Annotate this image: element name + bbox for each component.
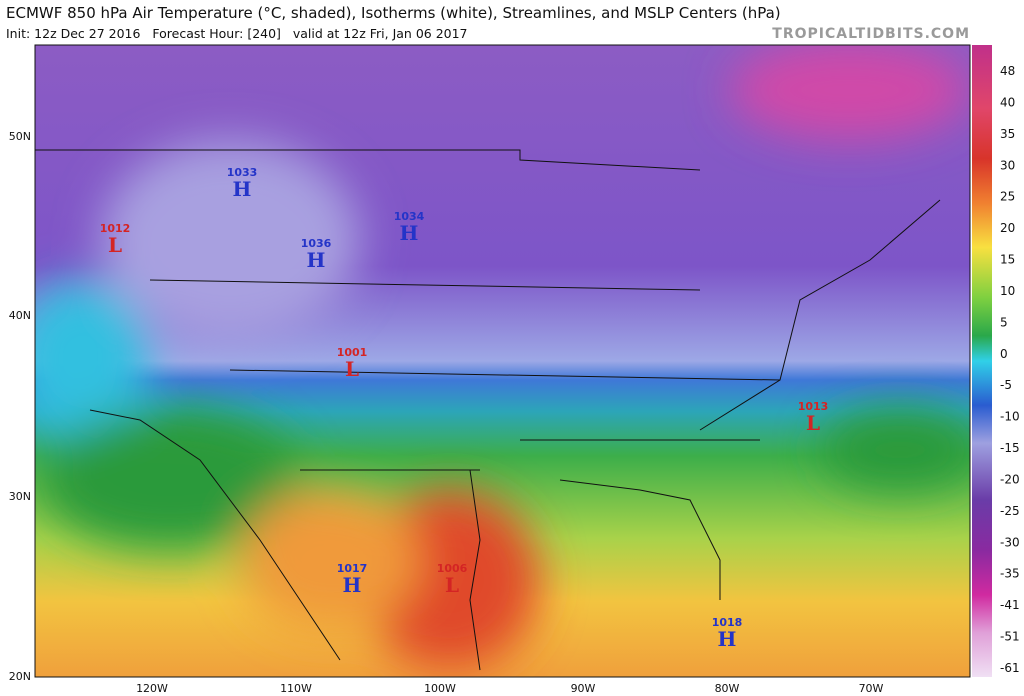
pressure-type: H bbox=[307, 248, 326, 272]
colorbar-tick-label: 40 bbox=[1000, 95, 1015, 109]
colorbar-tick-label: -51 bbox=[1000, 630, 1020, 644]
pressure-value: 1034 bbox=[394, 210, 425, 223]
info: Init: 12z Dec 27 2016 Forecast Hour: [24… bbox=[6, 26, 468, 41]
colorbar-tick-label: -41 bbox=[1000, 598, 1020, 612]
site: TROPICALTIDBITS.COM bbox=[772, 26, 970, 42]
lon-label: 110W bbox=[280, 682, 312, 695]
pressure-type: L bbox=[345, 357, 359, 381]
colorbar-tick-label: 15 bbox=[1000, 253, 1015, 267]
colorbar-tick-label: -61 bbox=[1000, 661, 1020, 675]
colorbar-tick-label: 10 bbox=[1000, 284, 1015, 298]
lon-label: 70W bbox=[859, 682, 884, 695]
colorbar-tick-label: -10 bbox=[1000, 410, 1020, 424]
lat-label: 40N bbox=[9, 309, 31, 322]
colorbar-tick-label: -20 bbox=[1000, 472, 1020, 486]
pressure-type: H bbox=[343, 573, 362, 597]
pressure-type: L bbox=[108, 233, 122, 257]
pressure-value: 1001 bbox=[337, 346, 368, 359]
map-frame bbox=[34, 44, 971, 678]
lon-label: 100W bbox=[424, 682, 456, 695]
pressure-value: 1017 bbox=[337, 562, 368, 575]
lon-label: 120W bbox=[136, 682, 168, 695]
colorbar-tick-label: -30 bbox=[1000, 535, 1020, 549]
colorbar-tick-label: -25 bbox=[1000, 504, 1020, 518]
pressure-type: L bbox=[806, 411, 820, 435]
colorbar-tick-label: -35 bbox=[1000, 567, 1020, 581]
lat-label: 50N bbox=[9, 130, 31, 143]
lon-label: 90W bbox=[571, 682, 596, 695]
colorbar bbox=[972, 45, 992, 677]
pressure-type: H bbox=[718, 627, 737, 651]
lat-label: 30N bbox=[9, 490, 31, 503]
colorbar-tick-label: -15 bbox=[1000, 441, 1020, 455]
pressure-value: 1033 bbox=[227, 166, 258, 179]
colorbar-tick-label: 35 bbox=[1000, 127, 1015, 141]
pressure-type: H bbox=[400, 221, 419, 245]
title: ECMWF 850 hPa Air Temperature (°C, shade… bbox=[6, 4, 781, 22]
colorbar-tick-label: 30 bbox=[1000, 158, 1015, 172]
pressure-value: 1018 bbox=[712, 616, 743, 629]
colorbar-tick-label: 0 bbox=[1000, 347, 1008, 361]
colorbar-tick-label: -5 bbox=[1000, 378, 1012, 392]
pressure-value: 1013 bbox=[798, 400, 829, 413]
pressure-value: 1012 bbox=[100, 222, 131, 235]
lon-label: 80W bbox=[715, 682, 740, 695]
colorbar-tick-label: 48 bbox=[1000, 64, 1015, 78]
pressure-value: 1036 bbox=[301, 237, 332, 250]
map bbox=[35, 45, 970, 677]
colorbar-tick-label: 20 bbox=[1000, 221, 1015, 235]
colorbar-tick-label: 5 bbox=[1000, 315, 1008, 329]
colorbar-tick-label: 25 bbox=[1000, 190, 1015, 204]
pressure-value: 1006 bbox=[437, 562, 468, 575]
pressure-type: L bbox=[445, 573, 459, 597]
lat-label: 20N bbox=[9, 670, 31, 683]
pressure-type: H bbox=[233, 177, 252, 201]
